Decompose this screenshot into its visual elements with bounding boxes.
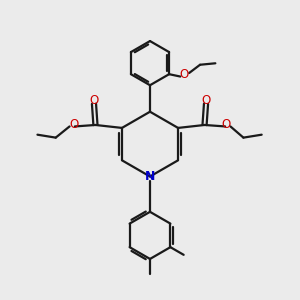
Text: O: O — [179, 68, 188, 81]
Text: O: O — [221, 118, 231, 131]
Text: O: O — [69, 118, 79, 131]
Text: O: O — [89, 94, 99, 107]
Text: N: N — [145, 170, 155, 183]
Text: O: O — [201, 94, 211, 107]
